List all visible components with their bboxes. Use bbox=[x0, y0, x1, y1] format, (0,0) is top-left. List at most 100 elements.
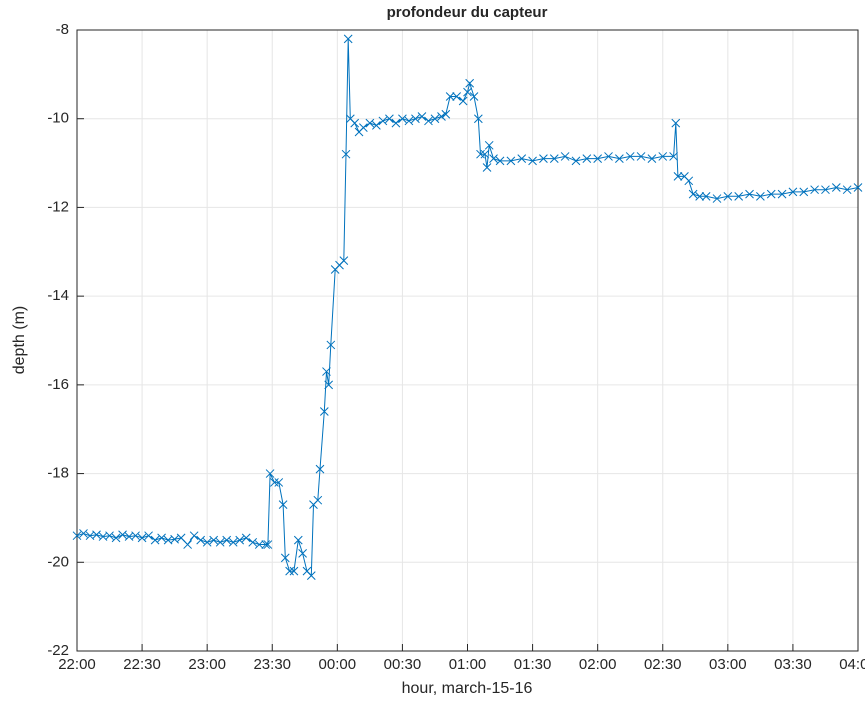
chart-title: profondeur du capteur bbox=[387, 4, 548, 21]
data-marker bbox=[695, 191, 704, 201]
data-marker bbox=[539, 154, 548, 163]
data-marker bbox=[766, 189, 776, 199]
data-marker bbox=[254, 540, 264, 549]
data-marker bbox=[560, 152, 570, 161]
data-marker bbox=[484, 140, 494, 150]
data-marker bbox=[263, 540, 273, 549]
y-tick-label: -12 bbox=[47, 198, 69, 215]
data-marker bbox=[293, 535, 303, 545]
data-marker bbox=[339, 256, 349, 266]
data-marker bbox=[441, 109, 451, 119]
data-marker bbox=[404, 116, 414, 126]
data-marker bbox=[424, 116, 433, 126]
data-marker bbox=[92, 530, 101, 540]
x-tick-label: 01:00 bbox=[449, 656, 487, 673]
data-marker bbox=[463, 87, 472, 97]
data-marker bbox=[235, 535, 245, 545]
data-marker bbox=[385, 114, 394, 124]
data-marker bbox=[517, 154, 527, 163]
x-tick-label: 23:30 bbox=[253, 656, 291, 673]
data-marker bbox=[582, 154, 592, 163]
y-tick-label: -16 bbox=[47, 376, 69, 393]
data-marker bbox=[209, 535, 219, 545]
data-marker bbox=[306, 571, 316, 580]
data-marker bbox=[378, 116, 388, 126]
x-tick-label: 03:30 bbox=[774, 656, 812, 673]
data-marker bbox=[222, 535, 232, 545]
x-tick-label: 02:00 bbox=[579, 656, 617, 673]
data-marker bbox=[647, 154, 657, 163]
data-marker bbox=[445, 92, 455, 101]
data-marker bbox=[289, 566, 299, 576]
data-marker bbox=[430, 114, 440, 124]
x-tick-label: 01:30 bbox=[514, 656, 552, 673]
data-marker bbox=[150, 535, 160, 545]
data-marker bbox=[111, 533, 121, 543]
data-marker bbox=[183, 540, 192, 549]
y-tick-label: -8 bbox=[56, 21, 69, 38]
data-marker bbox=[615, 154, 624, 163]
x-tick-label: 04:00 bbox=[839, 656, 865, 673]
data-marker bbox=[452, 92, 462, 101]
data-marker bbox=[506, 156, 516, 166]
x-tick-label: 00:30 bbox=[384, 656, 422, 673]
data-marker bbox=[437, 112, 446, 121]
data-marker bbox=[625, 152, 635, 161]
y-tick-label: -22 bbox=[47, 642, 69, 659]
data-marker bbox=[476, 149, 485, 159]
data-marker bbox=[604, 152, 613, 161]
data-marker bbox=[248, 537, 258, 547]
data-marker bbox=[105, 531, 114, 541]
data-marker bbox=[482, 163, 492, 172]
data-marker bbox=[673, 172, 683, 181]
data-marker bbox=[280, 553, 290, 563]
data-marker bbox=[261, 540, 271, 549]
plot-box bbox=[76, 29, 859, 652]
data-marker bbox=[319, 407, 329, 416]
y-tick-label: -14 bbox=[47, 287, 69, 304]
data-marker bbox=[324, 380, 334, 390]
x-axis-label: hour, march-15-16 bbox=[402, 680, 533, 697]
data-marker bbox=[489, 154, 498, 163]
data-marker bbox=[359, 123, 368, 132]
x-tick-label: 03:00 bbox=[709, 656, 747, 673]
data-marker bbox=[842, 185, 852, 195]
data-marker bbox=[734, 191, 744, 201]
data-marker bbox=[756, 191, 765, 201]
data-marker bbox=[473, 114, 483, 124]
data-marker bbox=[202, 537, 212, 547]
data-marker bbox=[137, 533, 147, 543]
data-marker bbox=[157, 533, 166, 543]
data-marker bbox=[365, 118, 375, 128]
data-marker bbox=[671, 118, 681, 128]
data-marker bbox=[799, 187, 809, 197]
data-marker bbox=[131, 531, 140, 541]
data-marker bbox=[322, 367, 331, 376]
data-marker bbox=[658, 152, 668, 161]
data-marker bbox=[189, 531, 199, 541]
y-tick-label: -18 bbox=[47, 465, 69, 482]
data-marker bbox=[118, 530, 127, 540]
x-tick-label: 22:00 bbox=[58, 656, 96, 673]
data-marker bbox=[228, 537, 238, 547]
data-marker bbox=[636, 152, 646, 161]
data-marker bbox=[372, 121, 381, 130]
y-tick-label: -20 bbox=[47, 553, 69, 570]
data-marker bbox=[196, 535, 206, 545]
data-marker bbox=[723, 191, 733, 201]
data-marker bbox=[274, 478, 284, 487]
data-marker bbox=[571, 156, 581, 166]
data-marker bbox=[549, 154, 559, 163]
x-tick-label: 22:30 bbox=[123, 656, 161, 673]
data-marker bbox=[777, 189, 787, 199]
data-marker bbox=[298, 549, 307, 558]
data-marker bbox=[701, 191, 711, 201]
data-marker bbox=[326, 340, 336, 350]
data-marker bbox=[79, 529, 88, 538]
data-marker bbox=[465, 78, 475, 88]
data-marker bbox=[712, 194, 722, 203]
data-marker bbox=[528, 156, 537, 166]
data-marker bbox=[72, 531, 82, 541]
